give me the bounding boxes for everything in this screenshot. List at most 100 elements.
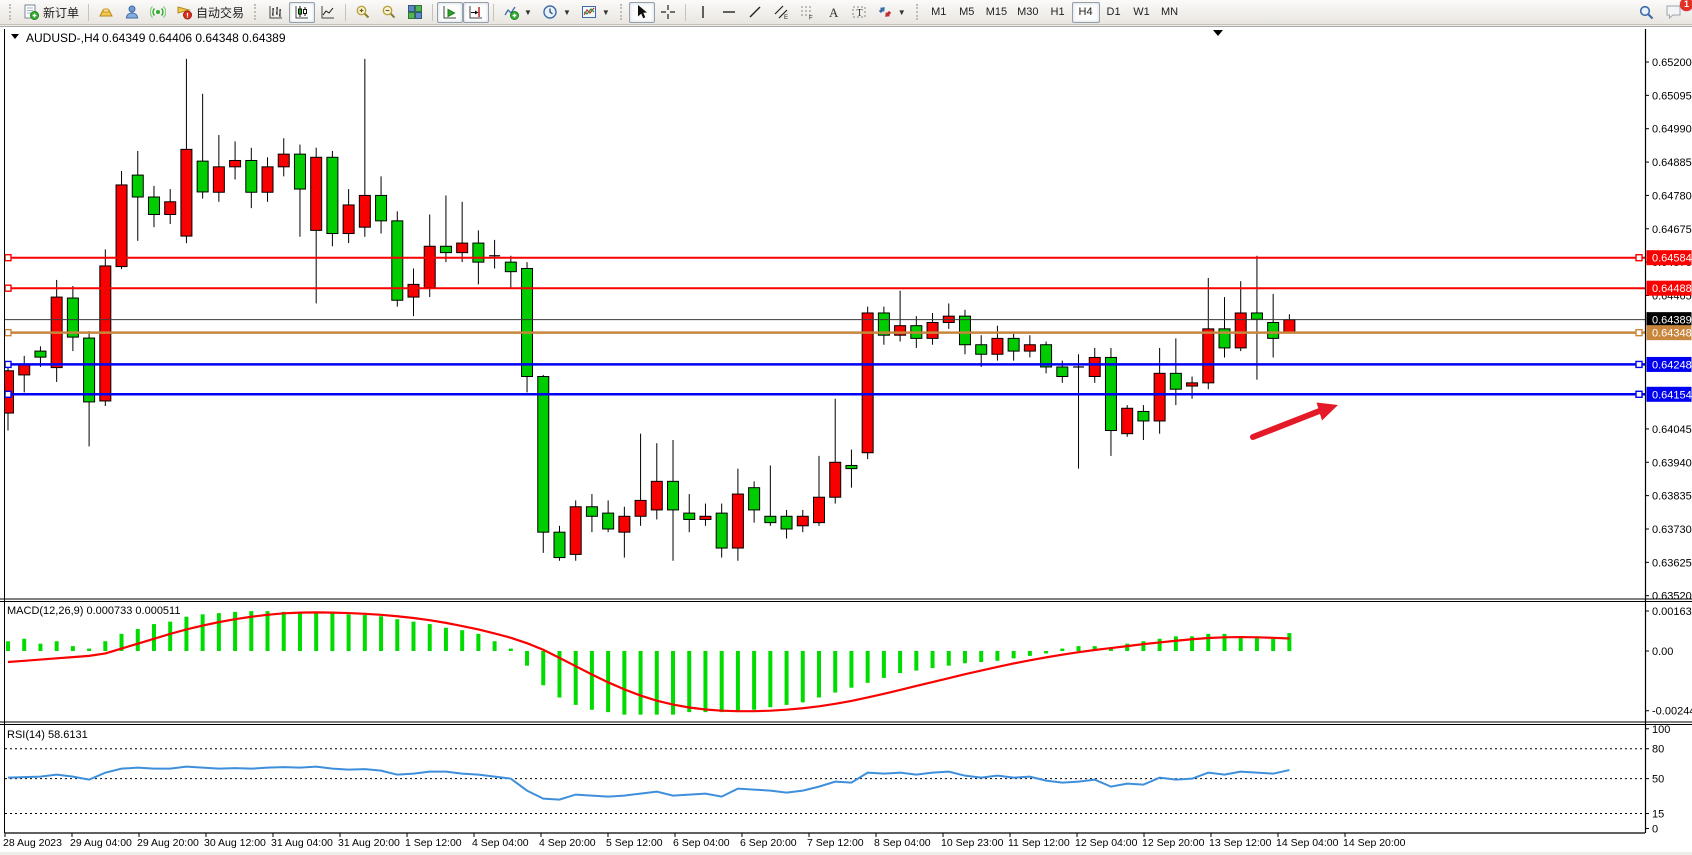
vertical-line-button[interactable] — [690, 2, 716, 23]
tile-windows-button[interactable] — [402, 2, 428, 23]
arrow-annotation[interactable] — [1250, 402, 1338, 440]
svg-text:0.64045: 0.64045 — [1652, 424, 1692, 436]
line-handle — [4, 284, 12, 292]
svg-text:15: 15 — [1652, 809, 1664, 821]
toolbar-grip[interactable] — [915, 4, 920, 20]
svg-text:6 Sep 20:00: 6 Sep 20:00 — [740, 837, 797, 849]
svg-text:0.64780: 0.64780 — [1652, 190, 1692, 202]
new-order-button[interactable]: 新订单 — [18, 2, 84, 23]
tab-timeframe-h1[interactable]: H1 — [1044, 2, 1072, 23]
auto-trading-button[interactable]: 自动交易 — [171, 2, 249, 23]
svg-text:0.64675: 0.64675 — [1652, 224, 1692, 236]
toolbar: 新订单 自动交易 — [0, 0, 1692, 25]
gold-icon — [98, 4, 114, 20]
text-label-button[interactable]: T — [846, 2, 872, 23]
cursor-button[interactable] — [628, 1, 655, 23]
candle-chart-type-button[interactable] — [289, 1, 316, 23]
notification-badge: 1 — [1680, 0, 1692, 11]
text-icon: A — [825, 4, 841, 20]
tab-timeframe-m30[interactable]: M30 — [1012, 2, 1043, 23]
svg-text:0.64154: 0.64154 — [1652, 389, 1692, 401]
profile-icon — [124, 4, 140, 20]
svg-text:0.63940: 0.63940 — [1652, 457, 1692, 469]
line-handle — [1635, 360, 1643, 369]
trendline-button[interactable] — [742, 2, 768, 23]
signals-button[interactable] — [145, 2, 171, 23]
rsi-label: RSI(14) 58.6131 — [7, 729, 88, 741]
price-axis[interactable]: 0.65200 0.65095 0.64990 0.64885 0.64780 0.646… — [1645, 57, 1692, 836]
toolbar-grip[interactable] — [619, 4, 624, 20]
rsi-caption: RSI(14) 58.6131 — [7, 729, 88, 741]
chart-canvas[interactable]: 0.65200 0.65095 0.64990 0.64885 0.64780 0.646… — [0, 27, 1692, 853]
svg-text:14 Sep 04:00: 14 Sep 04:00 — [1276, 837, 1339, 849]
periods-icon — [542, 4, 558, 20]
tab-timeframe-m15[interactable]: M15 — [981, 2, 1012, 23]
svg-text:29 Aug 04:00: 29 Aug 04:00 — [70, 837, 132, 849]
zoom-in-button[interactable] — [350, 2, 376, 23]
symbol-title: AUDUSD-,H4 — [26, 31, 100, 45]
toolbar-grip[interactable] — [9, 4, 13, 20]
svg-text:31 Aug 04:00: 31 Aug 04:00 — [271, 837, 333, 849]
search-button[interactable] — [1633, 2, 1660, 23]
zoom-out-icon — [381, 4, 397, 20]
svg-text:6 Sep 04:00: 6 Sep 04:00 — [673, 837, 730, 849]
text-button[interactable]: A — [820, 2, 846, 23]
price-line-label: 0.64584 — [1646, 250, 1692, 266]
zoom-in-icon — [355, 4, 371, 20]
svg-text:0.63625: 0.63625 — [1652, 557, 1692, 569]
ohlc-values: 0.64349 0.64406 0.64348 0.64389 — [102, 31, 286, 45]
chart-shift-button[interactable] — [463, 1, 490, 23]
new-order-icon — [23, 4, 39, 20]
crosshair-button[interactable] — [655, 2, 681, 23]
fibonacci-icon: F — [799, 4, 815, 20]
svg-text:14 Sep 20:00: 14 Sep 20:00 — [1343, 837, 1406, 849]
panel-frame — [0, 29, 1692, 834]
chevron-down-icon: ▼ — [601, 7, 610, 17]
svg-text:31 Aug 20:00: 31 Aug 20:00 — [338, 837, 400, 849]
tab-timeframe-h4[interactable]: H4 — [1071, 1, 1100, 23]
cursor-icon — [634, 4, 650, 20]
svg-text:0.63835: 0.63835 — [1652, 491, 1692, 503]
tab-timeframe-mn[interactable]: MN — [1156, 2, 1184, 23]
svg-text:13 Sep 12:00: 13 Sep 12:00 — [1209, 837, 1272, 849]
tab-timeframe-m1[interactable]: M1 — [925, 2, 953, 23]
horizontal-line-button[interactable] — [716, 2, 742, 23]
toolbar-separator — [493, 3, 495, 21]
svg-text:10 Sep 23:00: 10 Sep 23:00 — [941, 837, 1004, 849]
svg-text:0.64990: 0.64990 — [1652, 124, 1692, 136]
bar-chart-type-button[interactable] — [263, 2, 289, 23]
gold-button[interactable] — [93, 2, 119, 23]
chart-window: 0.65200 0.65095 0.64990 0.64885 0.64780 0.646… — [0, 26, 1692, 852]
indicators-button[interactable]: ▼ — [498, 2, 537, 23]
periods-button[interactable]: ▼ — [537, 2, 576, 23]
line-handle — [1635, 390, 1643, 398]
time-axis[interactable]: 28 Aug 2023 29 Aug 04:00 29 Aug 20:00 30 Au… — [3, 833, 1406, 849]
svg-text:8 Sep 04:00: 8 Sep 04:00 — [874, 837, 931, 849]
fibonacci-button[interactable]: F — [794, 2, 820, 23]
svg-text:0.64885: 0.64885 — [1652, 157, 1692, 169]
tab-timeframe-d1[interactable]: D1 — [1100, 2, 1128, 23]
new-order-label: 新订单 — [43, 5, 80, 20]
line-handle — [4, 360, 12, 369]
tab-timeframe-m5[interactable]: M5 — [953, 2, 981, 23]
templates-button[interactable]: ▼ — [576, 2, 615, 23]
rsi-level-lines — [5, 748, 1645, 815]
toolbar-grip[interactable] — [254, 4, 258, 20]
zoom-out-button[interactable] — [376, 2, 402, 23]
channel-button[interactable]: E — [768, 2, 794, 23]
channel-icon: E — [773, 4, 789, 20]
line-chart-type-icon — [320, 4, 336, 20]
arrows-button[interactable]: ▼ — [872, 2, 911, 23]
templates-icon — [581, 4, 597, 20]
profile-button[interactable] — [119, 2, 145, 23]
toolbar-separator — [684, 3, 686, 21]
price-line-label: 0.64488 — [1646, 280, 1692, 296]
line-chart-type-button[interactable] — [315, 2, 341, 23]
svg-text:4 Sep 04:00: 4 Sep 04:00 — [472, 837, 529, 849]
auto-scroll-button[interactable] — [437, 1, 464, 23]
tab-timeframe-w1[interactable]: W1 — [1128, 2, 1156, 23]
price-lines[interactable] — [4, 253, 1645, 398]
price-line-label: 0.64154 — [1646, 386, 1692, 402]
auto-trading-icon — [176, 4, 193, 20]
candles — [5, 58, 1296, 561]
